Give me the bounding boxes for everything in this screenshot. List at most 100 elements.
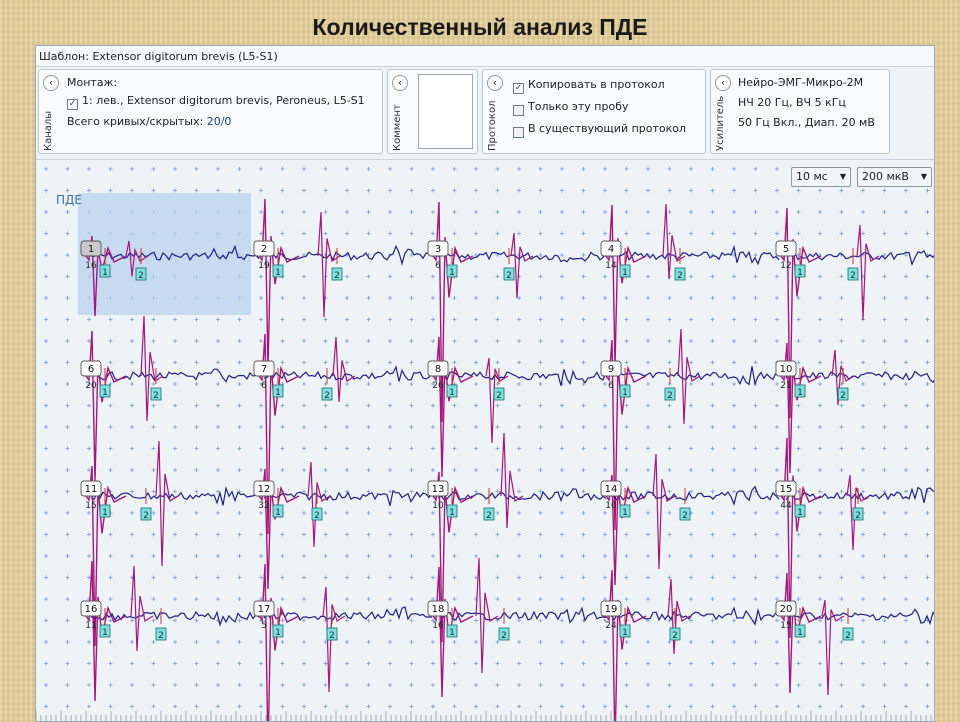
marker-1[interactable]: 1 xyxy=(272,368,284,398)
grid-mark xyxy=(732,188,736,193)
only-this-test-checkbox[interactable]: ✓ xyxy=(513,105,524,116)
marker-2[interactable]: 2 xyxy=(842,608,854,641)
unit-label[interactable]: 13 10 xyxy=(427,480,449,511)
marker-1[interactable]: 1 xyxy=(619,368,631,398)
unit-label[interactable]: 5 12 xyxy=(775,240,797,271)
comment-panel: ‹ Коммент xyxy=(387,69,478,154)
grid-mark xyxy=(495,489,500,494)
marker-1[interactable]: 1 xyxy=(99,248,111,278)
marker-1[interactable]: 1 xyxy=(794,248,806,278)
channels-collapse-button[interactable]: ‹ xyxy=(43,75,59,91)
unit-label[interactable]: 10 21 xyxy=(775,360,797,391)
marker-2[interactable]: 2 xyxy=(503,248,515,281)
marker-2[interactable]: 2 xyxy=(150,368,162,401)
option-existing-protocol[interactable]: ✓ В существующий протокол xyxy=(513,122,686,138)
grid-mark xyxy=(194,532,199,537)
marker-2[interactable]: 2 xyxy=(674,248,686,281)
marker-1[interactable]: 1 xyxy=(794,608,806,638)
marker-1[interactable]: 1 xyxy=(619,248,631,278)
marker-1[interactable]: 1 xyxy=(272,488,284,518)
grid-mark xyxy=(753,167,758,171)
grid-mark xyxy=(732,575,736,580)
marker-2[interactable]: 2 xyxy=(326,608,338,641)
marker-1[interactable]: 1 xyxy=(619,488,631,518)
grid-mark xyxy=(538,296,543,300)
marker-label: 1 xyxy=(449,268,455,278)
marker-1[interactable]: 1 xyxy=(446,608,458,638)
unit-label[interactable]: 14 10 xyxy=(600,480,622,511)
marker-2[interactable]: 2 xyxy=(852,488,864,521)
unit-label[interactable]: 11 15 xyxy=(80,480,102,511)
marker-1[interactable]: 1 xyxy=(619,608,631,638)
unit-label[interactable]: 2 19 xyxy=(253,240,275,271)
marker-2[interactable]: 2 xyxy=(135,248,147,281)
marker-2[interactable]: 2 xyxy=(140,488,152,521)
timebase-select[interactable]: 10 мс ▼ xyxy=(791,167,851,187)
unit-label[interactable]: 17 5 xyxy=(253,600,275,631)
unit-label[interactable]: 6 20 xyxy=(80,360,102,391)
option-label: В существующий протокол xyxy=(528,122,687,135)
marker-1[interactable]: 1 xyxy=(272,608,284,638)
marker-2[interactable]: 2 xyxy=(321,368,333,401)
grid-mark xyxy=(194,511,199,515)
grid-mark xyxy=(646,532,650,537)
marker-1[interactable]: 1 xyxy=(99,368,111,398)
marker-1[interactable]: 1 xyxy=(99,488,111,518)
unit-label[interactable]: 1 16 xyxy=(80,240,102,271)
channels-tab[interactable]: Каналы xyxy=(43,110,54,151)
marker-2[interactable]: 2 xyxy=(483,488,495,521)
channel-checkbox[interactable]: ✓ xyxy=(67,99,78,110)
existing-protocol-checkbox[interactable]: ✓ xyxy=(513,127,524,138)
grid-mark xyxy=(366,640,371,644)
marker-2[interactable]: 2 xyxy=(669,608,681,641)
amplifier-collapse-button[interactable]: ‹ xyxy=(715,75,731,91)
marker-2[interactable]: 2 xyxy=(837,368,849,401)
unit-label[interactable]: 8 26 xyxy=(427,360,449,391)
marker-2[interactable]: 2 xyxy=(493,368,505,401)
amplifier-tab[interactable]: Усилитель xyxy=(715,95,726,151)
marker-2[interactable]: 2 xyxy=(155,608,167,641)
option-only-this-test[interactable]: ✓ Только эту пробу xyxy=(513,100,628,116)
unit-number-box xyxy=(427,480,449,497)
channel-item[interactable]: ✓ 1: лев., Extensor digitorum brevis, Per… xyxy=(67,94,365,110)
comment-tab[interactable]: Коммент xyxy=(392,104,403,151)
grid-mark xyxy=(710,597,715,601)
sensitivity-select[interactable]: 200 мкВ ▼ xyxy=(857,167,932,187)
marker-1[interactable]: 1 xyxy=(99,608,111,638)
marker-2[interactable]: 2 xyxy=(498,608,510,641)
grid-mark xyxy=(732,446,736,451)
unit-label[interactable]: 36 xyxy=(427,240,449,271)
unit-label[interactable]: 12 32 xyxy=(253,480,275,511)
marker-2[interactable]: 2 xyxy=(847,248,859,281)
marker-1[interactable]: 1 xyxy=(446,368,458,398)
motor-unit-potential xyxy=(432,336,474,478)
protocol-collapse-button[interactable]: ‹ xyxy=(487,75,503,91)
grid-mark xyxy=(173,704,177,709)
option-copy-to-protocol[interactable]: ✓ Копировать в протокол xyxy=(513,78,665,94)
grid-mark xyxy=(796,468,801,472)
marker-2[interactable]: 2 xyxy=(331,248,343,281)
grid-mark xyxy=(517,339,521,343)
copy-to-protocol-checkbox[interactable]: ✓ xyxy=(513,83,524,94)
protocol-tab[interactable]: Протокол xyxy=(487,100,498,151)
unit-label[interactable]: 76 xyxy=(253,360,275,391)
comment-textbox[interactable] xyxy=(418,74,473,149)
marker-1[interactable]: 1 xyxy=(794,368,806,398)
marker-1[interactable]: 1 xyxy=(272,248,284,278)
grid-mark xyxy=(194,317,199,322)
marker-1[interactable]: 1 xyxy=(446,488,458,518)
marker-2[interactable]: 2 xyxy=(664,368,676,401)
marker-1[interactable]: 1 xyxy=(446,248,458,278)
comment-collapse-button[interactable]: ‹ xyxy=(392,75,408,91)
unit-label[interactable]: 96 xyxy=(600,360,622,391)
unit-label[interactable]: 4 14 xyxy=(600,240,622,271)
marker-2[interactable]: 2 xyxy=(311,488,323,521)
marker-2[interactable]: 2 xyxy=(679,488,691,521)
marker-1[interactable]: 1 xyxy=(794,488,806,518)
